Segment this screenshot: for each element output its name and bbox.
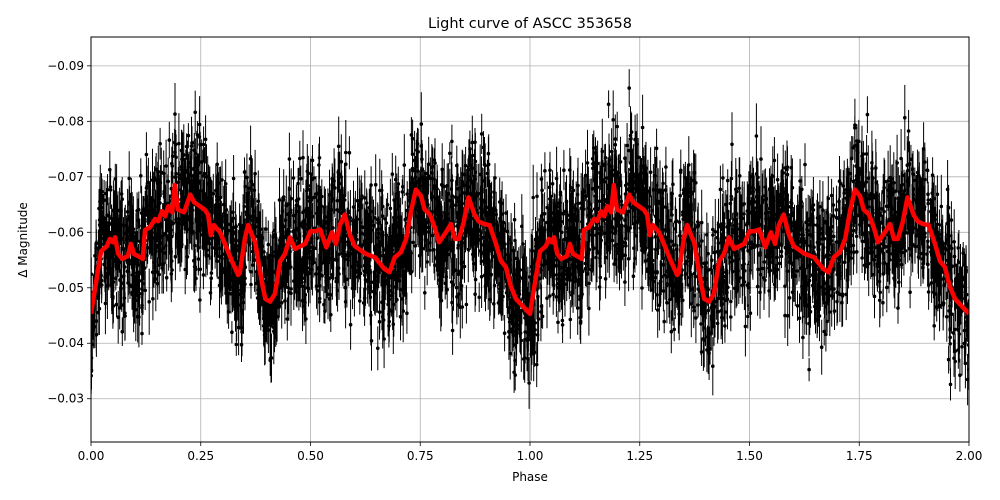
y-tick-label: −0.09: [47, 59, 84, 73]
x-tick-label: 1.00: [517, 449, 544, 463]
y-tick-label: −0.04: [47, 336, 84, 350]
y-tick-label: −0.06: [47, 225, 84, 239]
x-tick-label: 1.75: [846, 449, 873, 463]
y-tick-label: −0.05: [47, 281, 84, 295]
x-axis: 0.00 0.25 0.50 0.75 1.00 1.25 1.50 1.75 2.00: [78, 442, 983, 463]
y-axis: −0.09 −0.08 −0.07 −0.06 −0.05 −0.04 −0.03: [47, 59, 91, 406]
y-axis-label: Δ Magnitude: [16, 202, 30, 278]
data-points: [91, 69, 969, 409]
x-tick-label: 0.25: [187, 449, 214, 463]
x-tick-label: 0.75: [407, 449, 434, 463]
x-tick-label: 1.25: [626, 449, 653, 463]
x-axis-label: Phase: [512, 470, 548, 484]
x-tick-label: 0.50: [297, 449, 324, 463]
model-curve: [91, 182, 969, 317]
x-tick-label: 2.00: [956, 449, 983, 463]
y-tick-label: −0.03: [47, 392, 84, 406]
chart-title: Light curve of ASCC 353658: [428, 16, 632, 32]
x-tick-label: 0.00: [78, 449, 105, 463]
y-tick-label: −0.07: [47, 170, 84, 184]
x-tick-label: 1.50: [736, 449, 763, 463]
y-tick-label: −0.08: [47, 114, 84, 128]
data-markers: [91, 86, 969, 387]
